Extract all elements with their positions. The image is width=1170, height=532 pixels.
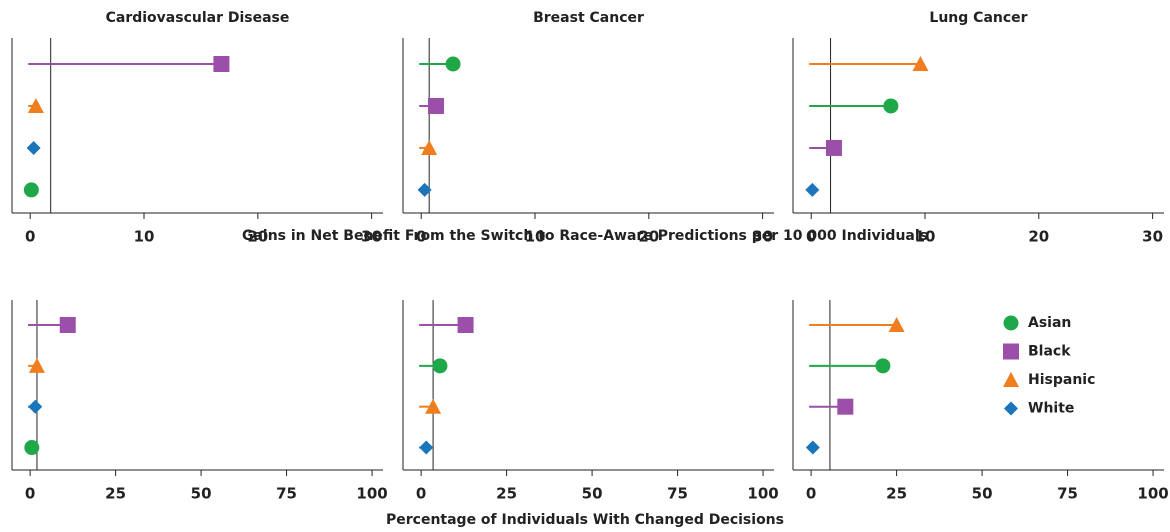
point <box>837 398 854 415</box>
point <box>875 358 891 374</box>
point <box>912 56 929 71</box>
legend-marker <box>1003 343 1019 360</box>
point <box>419 440 434 455</box>
point <box>28 399 43 414</box>
point <box>425 398 442 414</box>
legend-label: Black <box>1028 344 1071 360</box>
x-tick-label: 10 <box>915 228 936 246</box>
point <box>888 317 905 332</box>
x-tick-label: 30 <box>361 228 382 246</box>
x-tick-label: 75 <box>1057 485 1078 503</box>
point <box>825 139 842 156</box>
x-tick-label: 0 <box>806 228 816 246</box>
x-tick-label: 30 <box>752 228 773 246</box>
x-tick-label: 10 <box>134 228 155 246</box>
x-tick-label: 0 <box>25 485 35 503</box>
point <box>421 139 438 155</box>
x-tick-label: 0 <box>25 228 35 246</box>
x-tick-label: 50 <box>582 485 603 503</box>
x-tick-label: 10 <box>525 228 546 246</box>
point <box>27 97 44 113</box>
legend-marker <box>1003 315 1019 331</box>
x-tick-label: 20 <box>247 228 268 246</box>
panel-title: Lung Cancer <box>929 10 1027 26</box>
x-tick-label: 100 <box>1137 485 1168 503</box>
x-tick-label: 75 <box>667 485 688 503</box>
point <box>445 56 461 72</box>
x-tick-label: 50 <box>972 485 993 503</box>
x-axis-label: Percentage of Individuals With Changed D… <box>386 512 784 528</box>
point <box>59 317 76 333</box>
x-tick-label: 25 <box>105 485 126 503</box>
x-tick-label: 20 <box>1028 228 1049 246</box>
point <box>28 357 45 373</box>
legend-label: White <box>1028 401 1074 417</box>
legend-label: Asian <box>1028 315 1071 331</box>
legend-marker <box>1003 372 1019 387</box>
x-tick-label: 50 <box>191 485 212 503</box>
point <box>883 98 899 114</box>
point <box>432 358 448 374</box>
x-tick-label: 30 <box>1142 228 1163 246</box>
point <box>428 97 445 114</box>
panel-title: Cardiovascular Disease <box>106 10 290 26</box>
x-tick-label: 75 <box>276 485 297 503</box>
x-tick-label: 25 <box>496 485 517 503</box>
point <box>213 56 230 72</box>
point <box>805 182 820 197</box>
legend-label: Hispanic <box>1028 372 1095 388</box>
x-tick-label: 100 <box>356 485 387 503</box>
panel-title: Breast Cancer <box>533 10 644 26</box>
x-tick-label: 0 <box>416 485 426 503</box>
point <box>457 317 474 333</box>
point <box>26 140 41 155</box>
legend-marker <box>1004 401 1018 416</box>
point <box>805 440 820 455</box>
x-tick-label: 25 <box>886 485 907 503</box>
point <box>417 182 432 197</box>
x-tick-label: 20 <box>638 228 659 246</box>
point <box>24 440 40 456</box>
x-tick-label: 0 <box>416 228 426 246</box>
point <box>23 182 39 198</box>
x-axis-label: Gains in Net Benefit From the Switch to … <box>242 228 928 244</box>
x-tick-label: 100 <box>747 485 778 503</box>
x-tick-label: 0 <box>806 485 816 503</box>
